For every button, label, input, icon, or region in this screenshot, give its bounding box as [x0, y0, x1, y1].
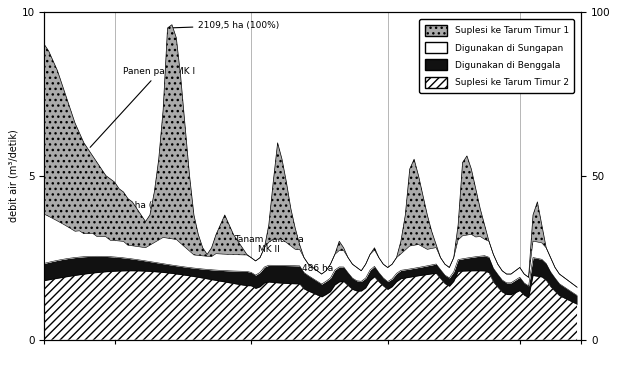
Legend: Suplesi ke Tarum Timur 1, Digunakan di Sungapan, Digunakan di Benggala, Suplesi : Suplesi ke Tarum Timur 1, Digunakan di S…: [420, 19, 574, 93]
Text: Panen padi MK I: Panen padi MK I: [90, 67, 196, 147]
Text: 486 ha: 486 ha: [301, 264, 333, 273]
Y-axis label: debit air (m³/detik): debit air (m³/detik): [9, 129, 18, 222]
Text: 859,5 ha (40%): 859,5 ha (40%): [106, 201, 176, 239]
Text: Tanam palawija
MK II: Tanam palawija MK II: [234, 235, 304, 254]
Text: 2109,5 ha (100%): 2109,5 ha (100%): [170, 21, 279, 30]
